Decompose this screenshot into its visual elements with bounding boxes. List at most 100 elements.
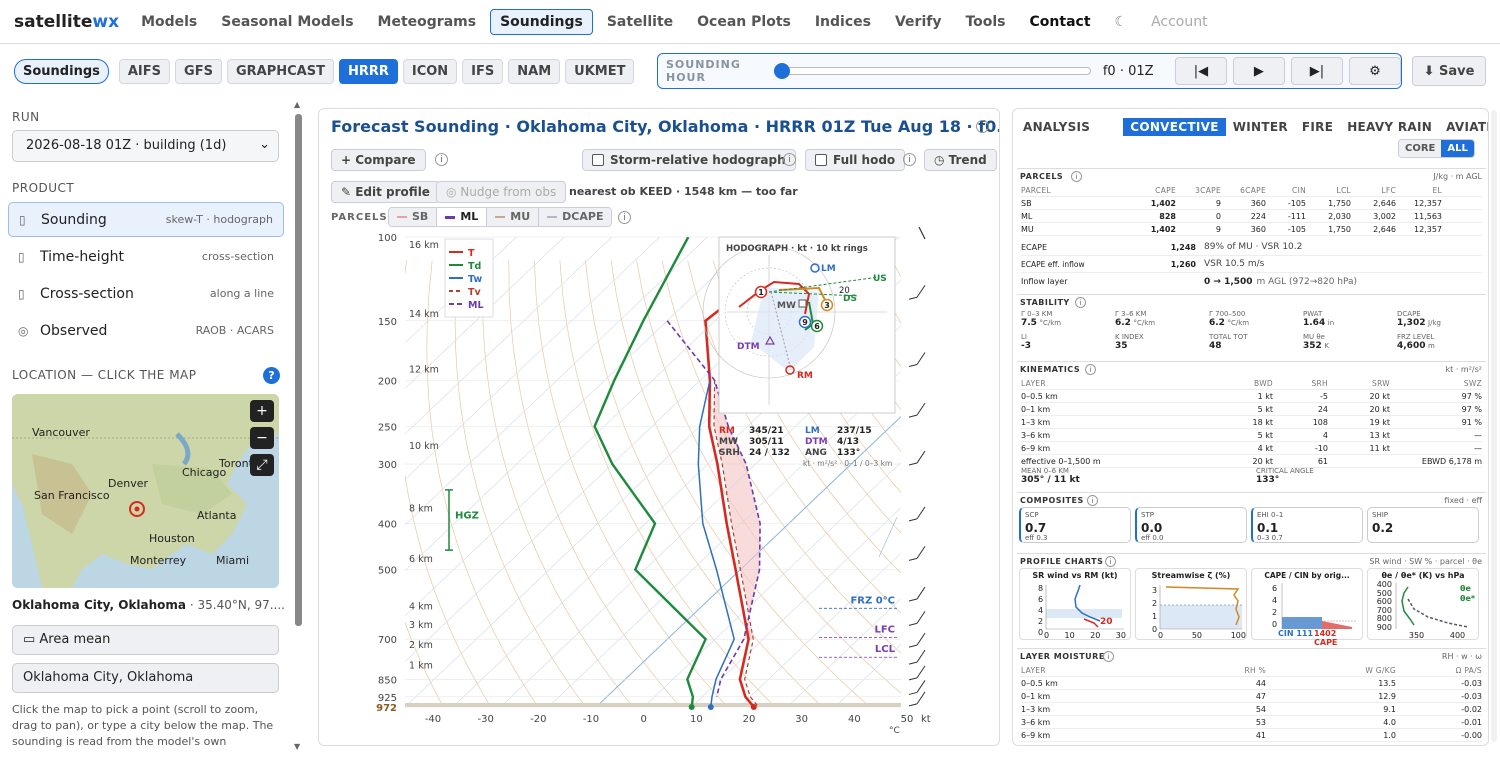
model-ukmet[interactable]: UKMET [565,58,635,84]
table-cell: 828 [1159,211,1176,221]
product-observed[interactable]: ◎ Observed RAOB · ACARS [8,313,284,348]
model-nam[interactable]: NAM [508,58,561,84]
info-icon[interactable]: i [903,153,916,166]
step-forward-icon[interactable]: ▶| [1290,57,1343,85]
parcel-dcape[interactable]: DCAPE [539,208,612,226]
toggle-core[interactable]: CORE [1399,140,1442,157]
parcel-ml[interactable]: ML [437,208,488,226]
tab-winter[interactable]: WINTER [1232,120,1288,134]
area-mean-button[interactable]: ▭ Area mean [12,625,279,655]
play-icon[interactable]: ▶ [1232,57,1285,85]
product-time-height[interactable]: ▯ Time-height cross-section [8,239,284,274]
run-select[interactable]: 2026-08-18 01Z · building (1d) ⌄ [12,130,279,162]
table-cell: 4 kt [1257,443,1273,453]
right-scrollbar[interactable] [1491,110,1497,742]
nav-indices[interactable]: Indices [814,13,871,30]
info-icon[interactable]: i [1075,297,1086,308]
tab-aviation[interactable]: AVIATION [1446,120,1488,134]
zoom-out-icon[interactable]: − [250,427,274,449]
info-icon[interactable]: i [1087,495,1098,506]
checkbox[interactable] [815,154,827,166]
model-hrrr[interactable]: HRRR [338,58,398,84]
info-icon[interactable]: i [435,153,448,166]
scroll-down-icon[interactable]: ▼ [294,742,301,751]
help-icon[interactable]: ? [263,367,280,384]
analysis-panel: ANALYSIS CONVECTIVE WINTER FIRE HEAVY RA… [1012,108,1489,746]
nav-models[interactable]: Models [141,13,198,30]
wind-barb [908,598,918,602]
fullscreen-icon[interactable]: ⤢ [250,454,274,476]
stat-key: Γ 0–3 KM [1021,310,1053,318]
chart-title: CAPE / CIN by orig... [1264,571,1350,580]
hodo-stat-value: 133° [837,448,860,458]
scroll-up-icon[interactable]: ▲ [294,100,301,109]
zoom-in-icon[interactable]: + [250,400,274,422]
info-icon[interactable]: i [1071,171,1082,182]
nav-tools[interactable]: Tools [965,13,1006,30]
toggle-all[interactable]: ALL [1441,140,1474,157]
section-title: COMPOSITES [1020,496,1084,505]
parcel-mu[interactable]: MU [487,208,540,226]
nav-contact[interactable]: Contact [1029,13,1091,30]
trend-button[interactable]: ◷ Trend [924,149,997,171]
product-sounding[interactable]: ▯ Sounding skew-T · hodograph [8,202,284,237]
tab-fire[interactable]: FIRE [1301,120,1334,134]
location-map[interactable]: Vancouver Toronto Chicago Denver San Fra… [12,394,279,588]
isotherm [691,507,901,707]
wind-barb [916,284,926,298]
hour-slider[interactable] [774,63,1091,79]
nav-seasonal-models[interactable]: Seasonal Models [221,13,354,30]
nudge-button[interactable]: ◎ Nudge from obs [436,181,567,203]
model-aifs[interactable]: AIFS [118,58,171,84]
map-label: Chicago [182,466,227,479]
checkbox[interactable] [592,154,604,166]
info-icon[interactable]: i [1085,364,1096,375]
model-graphcast[interactable]: GRAPHCAST [226,58,334,84]
edit-profile-button[interactable]: ✎ Edit profile [331,181,440,203]
map-label: Toronto [219,457,260,470]
cape-cin-chart[interactable]: CAPE / CIN by orig... 6 4 2 0 CIN 111 1402 … [1251,568,1363,647]
table-row: effective 0–1,500 m 20 kt 61 EBWD 6,178 m [1021,455,1482,468]
nav-ocean-plots[interactable]: Ocean Plots [697,13,791,30]
tab-heavy-rain[interactable]: HEAVY RAIN [1347,120,1433,134]
tab-convective[interactable]: CONVECTIVE [1123,118,1226,136]
series-td-line [593,237,708,707]
step-back-icon[interactable]: |◀ [1174,57,1227,85]
nav-soundings[interactable]: Soundings [490,8,593,35]
model-icon[interactable]: ICON [402,58,458,84]
wind-barb [916,352,926,365]
streamwise-chart[interactable]: Streamwise ζ (%) 3 2 1 0 0 50 100 [1135,568,1247,640]
table-cell: 1,402 [1150,224,1176,234]
nav-account[interactable]: Account [1151,13,1208,30]
soundings-pill[interactable]: Soundings [14,58,109,84]
settings-icon[interactable]: ⚙ [1348,57,1401,85]
theta-e-chart[interactable]: θe / θe* (K) vs hPa 400 500 600 700 800 900 3… [1367,568,1479,640]
model-gfs[interactable]: GFS [175,58,222,84]
storm-relative-toggle[interactable]: Storm-relative hodograph [582,149,796,171]
compare-button[interactable]: + Compare [331,149,426,171]
nav-meteograms[interactable]: Meteograms [377,13,477,30]
hour-slider-knob[interactable] [774,63,791,79]
info-icon[interactable]: i [1105,556,1116,567]
map-canvas[interactable] [12,394,279,588]
nav-verify[interactable]: Verify [894,13,942,30]
parcel-sb[interactable]: SB [389,208,438,226]
table-row: 3–6 km 53 4.0 -0.01 [1021,716,1482,729]
city-input[interactable]: Oklahoma City, Oklahoma [12,663,279,693]
info-icon[interactable]: i [783,153,796,166]
moon-icon[interactable]: ☾ [1114,13,1128,30]
sidebar-scrollbar[interactable] [295,114,302,626]
info-icon[interactable]: i [1103,651,1114,662]
table-row: MU 1,402 9 360 -105 1,750 2,646 12,357 [1021,223,1482,236]
model-ifs[interactable]: IFS [462,58,504,84]
info-icon[interactable]: i [976,120,989,133]
save-button[interactable]: ⬇ Save [1412,56,1486,86]
nav-satellite[interactable]: Satellite [606,13,674,30]
logo[interactable]: satellitewx [14,12,119,32]
product-cross-section[interactable]: ▯ Cross-section along a line [8,276,284,311]
temp-tick: -40 [425,714,441,725]
info-icon[interactable]: i [618,211,631,224]
full-hodo-toggle[interactable]: Full hodo [805,149,906,171]
